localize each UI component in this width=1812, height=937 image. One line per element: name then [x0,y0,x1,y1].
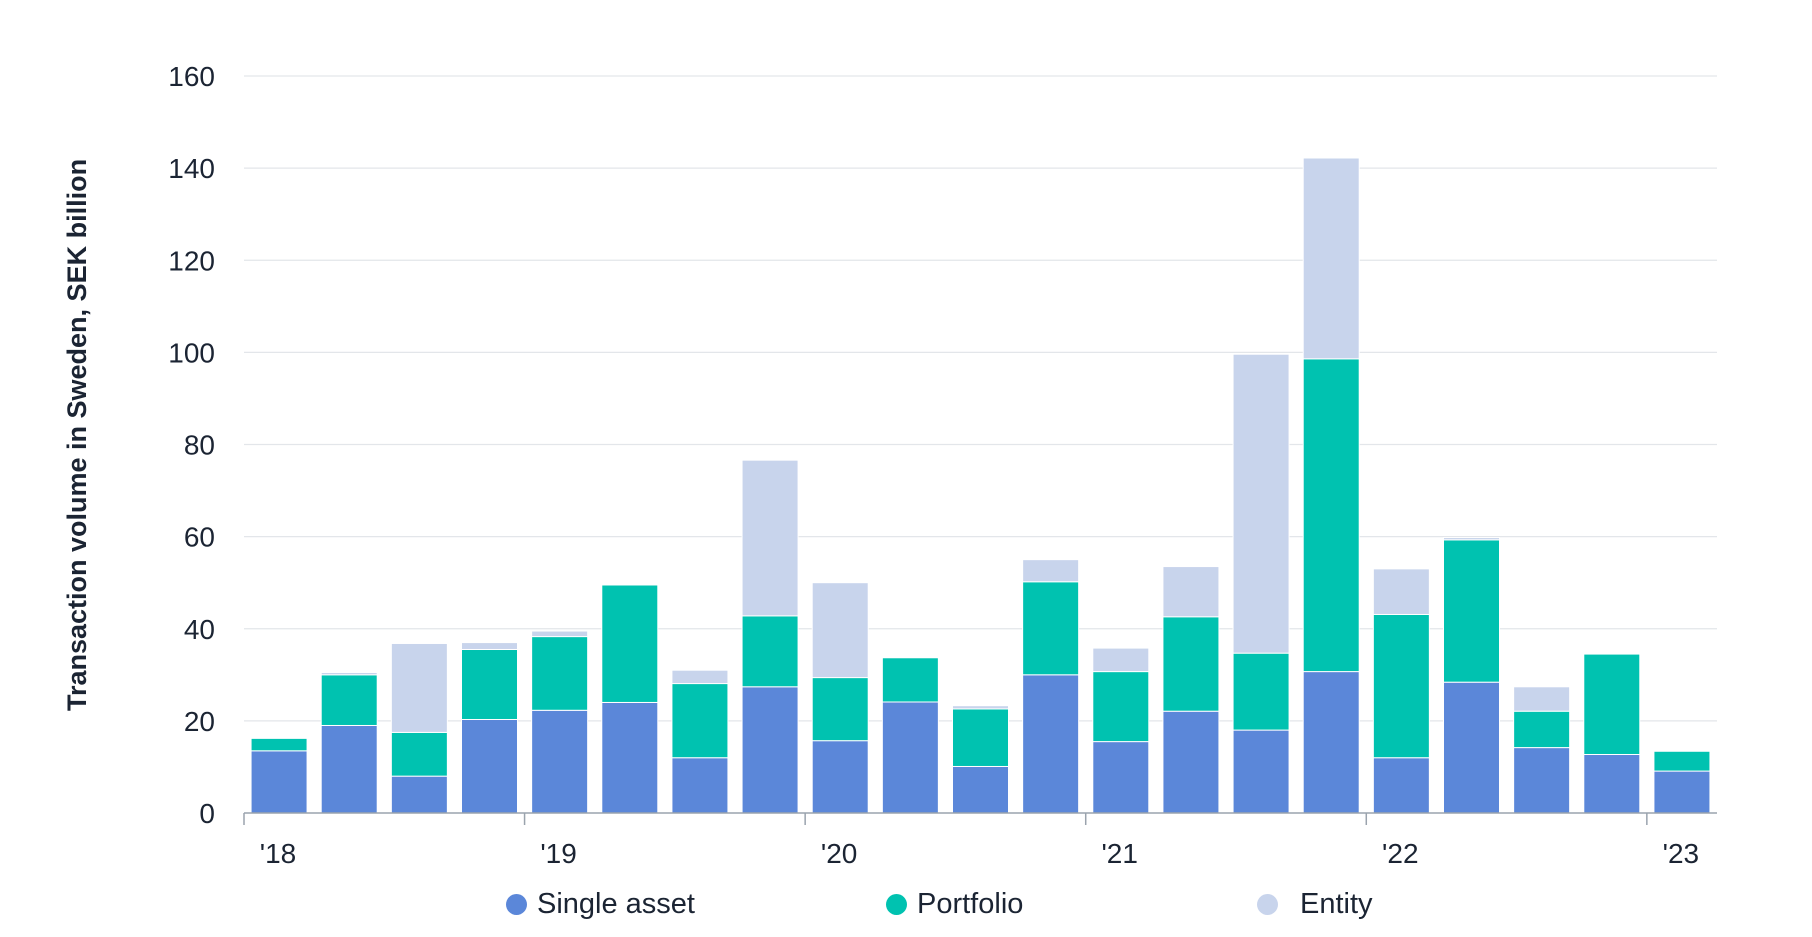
bar-entity[interactable] [1443,537,1500,541]
bar-single-asset[interactable] [390,775,448,814]
bar-portfolio[interactable] [390,731,448,777]
legend-item-portfolio[interactable]: Portfolio [886,888,1023,921]
bar-single-asset[interactable] [741,686,799,814]
bar-single-asset[interactable] [320,724,378,814]
bar-single-asset[interactable] [250,750,308,814]
bar-entity[interactable] [1092,647,1150,673]
x-tick-label: '20 [821,838,858,869]
bar-portfolio[interactable] [952,708,1009,767]
y-tick-label: 140 [168,153,215,184]
bar-single-asset[interactable] [1302,671,1360,814]
x-tick-label: '21 [1101,838,1138,869]
bar-portfolio[interactable] [1022,581,1080,676]
bar-entity[interactable] [952,705,1009,710]
bar-portfolio[interactable] [601,584,659,703]
y-tick-label: 160 [168,61,215,92]
y-tick-label: 100 [168,337,215,368]
bar-portfolio[interactable] [1302,358,1360,673]
legend: Single asset Portfolio Entity [0,888,1812,932]
y-axis-ticks: 0 20 40 60 80 100 120 140 160 [168,61,215,829]
y-tick-label: 40 [184,614,215,645]
bar-portfolio[interactable] [1513,710,1571,749]
legend-label: Portfolio [917,888,1024,920]
gridlines [244,75,1717,722]
bar-entity[interactable] [1232,353,1290,654]
bar-portfolio[interactable] [881,657,939,703]
bar-entity[interactable] [671,669,729,685]
bar-single-asset[interactable] [1092,741,1150,814]
x-tick-label: '19 [540,838,577,869]
y-tick-label: 80 [184,430,215,461]
x-tick-label: '18 [260,838,297,869]
bar-single-asset[interactable] [811,740,869,814]
bar-portfolio[interactable] [531,636,589,711]
bar-single-asset[interactable] [1653,770,1711,814]
bar-single-asset[interactable] [1443,681,1500,814]
bar-single-asset[interactable] [531,709,589,814]
x-tick-label: '23 [1663,838,1700,869]
y-tick-label: 120 [168,245,215,276]
bar-single-asset[interactable] [671,757,729,814]
bar-portfolio[interactable] [741,615,799,688]
bar-entity[interactable] [390,642,448,733]
bar-single-asset[interactable] [461,718,518,814]
bar-portfolio[interactable] [1232,652,1290,731]
bar-single-asset[interactable] [1372,757,1430,814]
stacked-bar-chart: 0 20 40 60 80 100 120 140 160 '18 '19 '20 '21 '22 '23… [62,61,1717,869]
x-tick-label: '22 [1382,838,1419,869]
bar-entity[interactable] [1162,566,1220,618]
bar-entity[interactable] [1513,686,1571,712]
y-tick-label: 60 [184,522,215,553]
bar-single-asset[interactable] [1022,674,1080,814]
legend-item-entity[interactable]: Entity [1257,888,1373,921]
bar-entity[interactable] [1372,568,1430,615]
bar-portfolio[interactable] [1583,653,1641,756]
bar-single-asset[interactable] [1583,754,1641,814]
legend-item-single-asset[interactable]: Single asset [506,888,695,921]
bar-entity[interactable] [811,582,869,679]
bar-portfolio[interactable] [1653,750,1711,772]
bar-single-asset[interactable] [601,701,659,814]
bar-portfolio[interactable] [1443,539,1500,683]
bar-portfolio[interactable] [811,677,869,742]
y-tick-label: 0 [199,798,215,829]
entity-swatch-icon [1257,894,1278,915]
y-tick-label: 20 [184,706,215,737]
bar-entity[interactable] [531,630,589,638]
single-asset-swatch-icon [506,894,527,915]
bar-portfolio[interactable] [250,737,308,752]
x-axis-ticks: '18 '19 '20 '21 '22 '23 [243,813,1700,869]
y-axis-title: Transaction volume in Sweden, SEK billio… [62,159,92,711]
bar-portfolio[interactable] [1092,671,1150,743]
bar-single-asset[interactable] [1513,747,1571,814]
bar-portfolio[interactable] [1372,613,1430,759]
portfolio-swatch-icon [886,894,907,915]
legend-label: Single asset [537,888,695,920]
bar-entity[interactable] [741,459,799,617]
bar-single-asset[interactable] [881,701,939,814]
bar-entity[interactable] [320,672,378,676]
legend-label: Entity [1300,888,1373,920]
bar-portfolio[interactable] [671,683,729,759]
bars [250,157,1711,814]
bar-entity[interactable] [461,642,518,650]
bar-portfolio[interactable] [1162,616,1220,712]
bar-single-asset[interactable] [1232,729,1290,814]
bar-single-asset[interactable] [1162,710,1220,814]
bar-entity[interactable] [1022,559,1080,583]
bar-portfolio[interactable] [320,674,378,726]
bar-entity[interactable] [1302,157,1360,360]
bar-portfolio[interactable] [461,648,518,720]
bar-single-asset[interactable] [952,765,1009,814]
